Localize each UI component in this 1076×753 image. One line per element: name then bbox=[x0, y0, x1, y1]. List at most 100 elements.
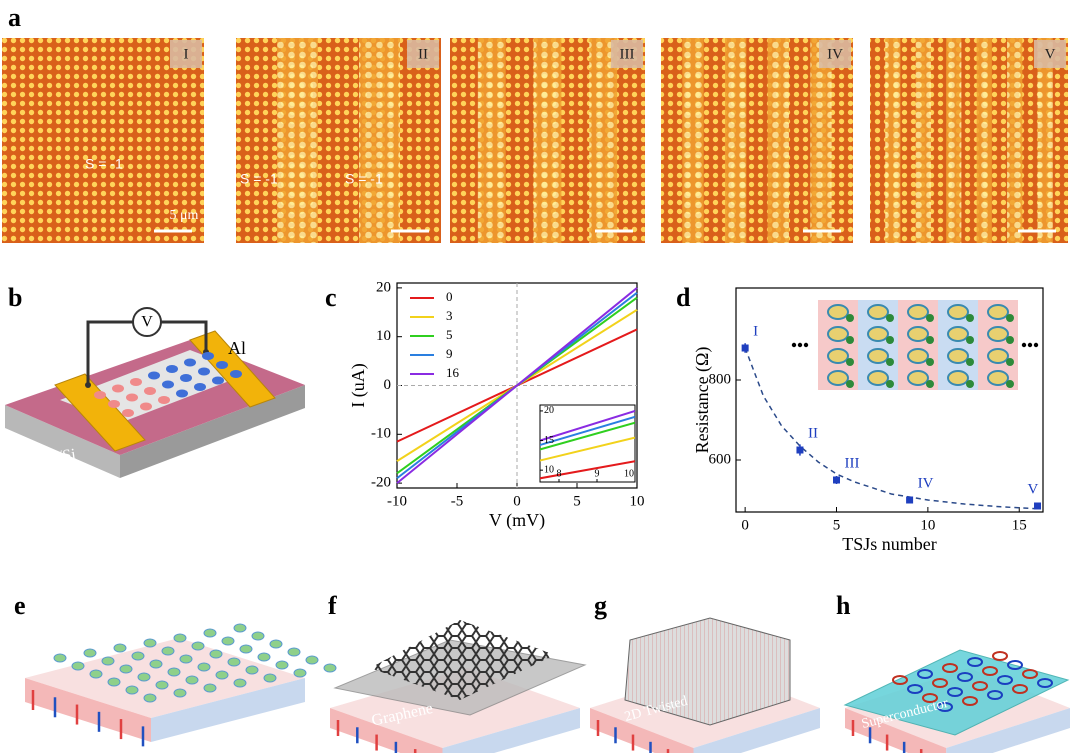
electron bbox=[846, 314, 854, 322]
skyrmion bbox=[258, 653, 270, 661]
data-point bbox=[1034, 503, 1041, 510]
legend-label: 16 bbox=[446, 365, 460, 380]
inset-x-tick-label: 8 bbox=[557, 468, 562, 479]
x-tick-label: 10 bbox=[630, 493, 645, 509]
ellipsis-dot bbox=[804, 343, 808, 347]
skyrmion bbox=[204, 684, 216, 692]
skyrmion bbox=[264, 674, 276, 682]
skyrmion bbox=[180, 655, 192, 663]
legend-label: 9 bbox=[446, 346, 453, 361]
ellipsis-dot bbox=[798, 343, 802, 347]
skyrmion bbox=[72, 662, 84, 670]
skyrmion bbox=[212, 377, 224, 385]
skyrmion-icon bbox=[948, 349, 968, 363]
inset-x-tick-label: 9 bbox=[595, 468, 600, 479]
skyrmion bbox=[216, 671, 228, 679]
y-axis-label: Resistance (Ω) bbox=[692, 347, 713, 454]
skyrmion bbox=[176, 390, 188, 398]
substrate-label: SiO₂/Si bbox=[27, 446, 78, 470]
skyrmion bbox=[120, 665, 132, 673]
skyrmion bbox=[140, 403, 152, 411]
panel-label: h bbox=[836, 591, 851, 620]
skyrmion-icon bbox=[988, 327, 1008, 341]
stripe-domain bbox=[916, 38, 931, 243]
electron bbox=[926, 380, 934, 388]
skyrmion bbox=[252, 632, 264, 640]
stripe-domain bbox=[977, 38, 992, 243]
ellipsis-dot bbox=[1034, 343, 1038, 347]
skyrmion bbox=[94, 391, 106, 399]
skyrmion bbox=[276, 661, 288, 669]
annotation: S = -1 bbox=[240, 171, 278, 187]
y-tick-label: -20 bbox=[371, 475, 391, 491]
stripe-domain bbox=[359, 38, 400, 243]
electron bbox=[926, 336, 934, 344]
skyrmion-icon bbox=[868, 327, 888, 341]
skyrmion-icon bbox=[868, 371, 888, 385]
scale-label: 5 μm bbox=[170, 208, 199, 223]
x-tick-label: 5 bbox=[833, 517, 841, 533]
legend-label: 0 bbox=[446, 289, 453, 304]
skyrmion bbox=[240, 645, 252, 653]
electron bbox=[886, 314, 894, 322]
afm-image bbox=[236, 38, 441, 243]
electron bbox=[966, 314, 974, 322]
skyrmion-icon bbox=[948, 305, 968, 319]
stripe-domain bbox=[885, 38, 900, 243]
image-label: III bbox=[620, 46, 635, 62]
y-tick-label: 0 bbox=[384, 377, 392, 393]
inset-y-tick-label: 15 bbox=[544, 435, 554, 446]
skyrmion bbox=[162, 647, 174, 655]
skyrmion-icon bbox=[828, 305, 848, 319]
skyrmion-icon bbox=[988, 305, 1008, 319]
skyrmion bbox=[198, 368, 210, 376]
stripe-domain bbox=[768, 38, 789, 243]
skyrmion bbox=[184, 359, 196, 367]
skyrmion bbox=[194, 383, 206, 391]
annotation: S = -1 bbox=[85, 156, 123, 172]
panel-label: d bbox=[676, 283, 691, 312]
skyrmion bbox=[108, 678, 120, 686]
annotation: S = -1 bbox=[345, 171, 383, 187]
skyrmion bbox=[112, 385, 124, 393]
skyrmion bbox=[246, 666, 258, 674]
electron bbox=[966, 358, 974, 366]
ellipsis-dot bbox=[792, 343, 796, 347]
skyrmion bbox=[306, 656, 318, 664]
electron bbox=[1006, 358, 1014, 366]
panel-label: g bbox=[594, 591, 607, 620]
skyrmion bbox=[288, 648, 300, 656]
point-label: IV bbox=[918, 475, 934, 491]
stripe-domain bbox=[589, 38, 617, 243]
skyrmion bbox=[174, 689, 186, 697]
x-tick-label: -10 bbox=[387, 493, 407, 509]
skyrmion bbox=[108, 400, 120, 408]
stripe-domain bbox=[946, 38, 961, 243]
y-tick-label: -10 bbox=[371, 426, 391, 442]
electron bbox=[886, 358, 894, 366]
stripe-domain bbox=[810, 38, 831, 243]
stripe-domain bbox=[1038, 38, 1053, 243]
ellipsis-dot bbox=[1022, 343, 1026, 347]
panel-label: a bbox=[8, 3, 21, 32]
skyrmion-icon bbox=[868, 305, 888, 319]
skyrmion bbox=[222, 637, 234, 645]
skyrmion bbox=[150, 660, 162, 668]
electron bbox=[886, 380, 894, 388]
stripe-domain bbox=[682, 38, 703, 243]
skyrmion bbox=[324, 664, 336, 672]
skyrmion-icon bbox=[828, 349, 848, 363]
skyrmion bbox=[168, 668, 180, 676]
electrode-label: Al bbox=[228, 338, 246, 358]
skyrmion bbox=[270, 640, 282, 648]
x-axis-label: V (mV) bbox=[489, 510, 545, 531]
skyrmion bbox=[230, 370, 242, 378]
stripe-domain bbox=[1007, 38, 1022, 243]
skyrmion bbox=[102, 657, 114, 665]
skyrmion bbox=[204, 629, 216, 637]
skyrmion bbox=[294, 669, 306, 677]
electron bbox=[926, 314, 934, 322]
skyrmion bbox=[216, 361, 228, 369]
electron bbox=[846, 358, 854, 366]
skyrmion bbox=[156, 681, 168, 689]
